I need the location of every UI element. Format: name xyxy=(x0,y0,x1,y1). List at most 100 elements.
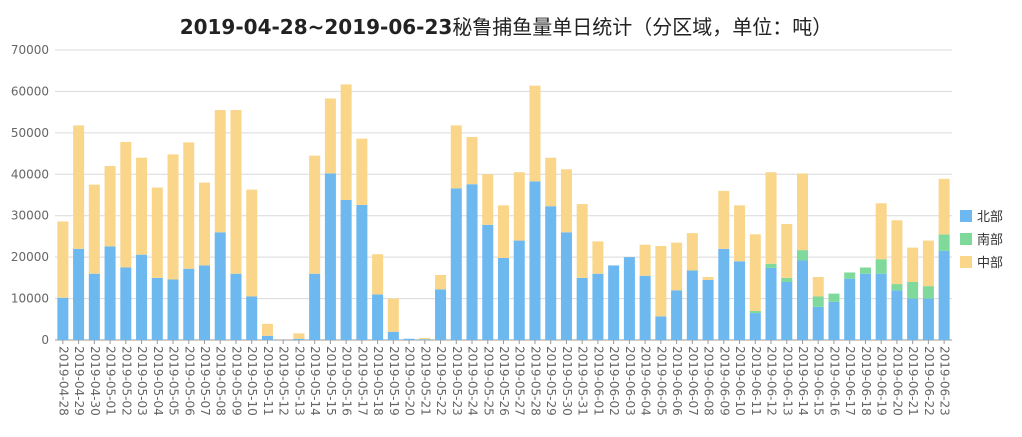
bar-segment xyxy=(340,84,352,200)
x-tick-label: 2019-06-16 xyxy=(827,346,841,416)
x-tick-label: 2019-06-12 xyxy=(765,346,779,416)
x-tick-label: 2019-05-14 xyxy=(308,346,322,416)
y-tick-label: 50000 xyxy=(11,126,49,140)
bar-segment xyxy=(702,279,714,340)
bar-segment xyxy=(844,272,856,279)
bar-segment xyxy=(891,290,903,340)
bar-segment xyxy=(497,205,510,258)
x-tick-label: 2019-06-21 xyxy=(906,346,920,416)
bar-segment xyxy=(623,257,635,340)
x-tick-label: 2019-06-02 xyxy=(607,346,621,416)
x-tick-label: 2019-05-18 xyxy=(371,346,385,416)
x-tick-label: 2019-06-05 xyxy=(654,346,668,416)
bar-segment xyxy=(891,284,903,291)
bar-segment xyxy=(859,267,871,274)
bar-segment xyxy=(120,267,132,340)
x-tick-label: 2019-05-13 xyxy=(292,346,306,416)
bar-segment xyxy=(796,173,809,251)
legend-swatch xyxy=(960,256,972,268)
x-tick-label: 2019-05-22 xyxy=(434,346,448,416)
bar-segment xyxy=(907,298,919,340)
bar-segment xyxy=(686,270,698,340)
bar-segment xyxy=(57,221,69,298)
y-tick-label: 20000 xyxy=(11,250,49,264)
x-tick-label: 2019-06-11 xyxy=(749,346,763,416)
bar-segment xyxy=(781,282,793,340)
y-tick-label: 0 xyxy=(41,333,49,347)
x-tick-label: 2019-05-25 xyxy=(481,346,495,416)
bar-segment xyxy=(214,110,226,233)
bar-segment xyxy=(104,246,116,340)
legend-swatch xyxy=(960,233,972,245)
legend-label: 北部 xyxy=(977,210,1003,225)
x-tick-label: 2019-06-15 xyxy=(812,346,826,416)
bar-segment xyxy=(198,182,211,266)
chart-title-dates: 2019-04-28~2019-06-23 xyxy=(180,15,453,39)
x-tick-label: 2019-06-01 xyxy=(591,346,605,416)
bar-segment xyxy=(246,189,258,297)
bar-segment xyxy=(482,224,494,340)
bar-segment xyxy=(859,273,871,340)
bar-segment xyxy=(73,125,85,249)
bar-segment xyxy=(875,203,887,260)
bar-segment xyxy=(812,296,824,307)
x-tick-label: 2019-05-06 xyxy=(182,346,196,416)
x-tick-label: 2019-04-28 xyxy=(56,346,70,416)
x-tick-label: 2019-05-31 xyxy=(576,346,590,416)
bar-segment xyxy=(765,172,777,264)
bar-segment xyxy=(435,289,447,340)
bar-segment xyxy=(340,199,352,340)
bar-segment xyxy=(655,316,667,340)
bar-segment xyxy=(875,259,887,274)
bar-segment xyxy=(466,137,478,185)
bar-segment xyxy=(545,157,557,207)
bar-segment xyxy=(230,110,242,274)
bar-segment xyxy=(828,293,840,302)
bar-segment xyxy=(812,277,824,297)
bar-segment xyxy=(356,138,368,205)
bar-segment xyxy=(844,278,856,340)
x-tick-label: 2019-06-06 xyxy=(670,346,684,416)
bar-segment xyxy=(57,297,69,340)
x-tick-label: 2019-06-17 xyxy=(843,346,857,416)
x-tick-label: 2019-05-04 xyxy=(151,346,165,416)
bar-segment xyxy=(309,155,321,274)
x-tick-label: 2019-06-23 xyxy=(938,346,952,416)
bar-segment xyxy=(466,184,478,340)
bar-segment xyxy=(796,250,809,261)
bar-segment xyxy=(324,173,336,340)
x-tick-label: 2019-05-19 xyxy=(387,346,401,416)
x-tick-label: 2019-04-29 xyxy=(72,346,86,416)
bar-segment xyxy=(293,333,305,339)
bar-segment xyxy=(529,85,541,182)
x-tick-label: 2019-05-26 xyxy=(497,346,511,416)
bar-segment xyxy=(576,204,588,278)
bar-segment xyxy=(765,263,777,268)
bar-segment xyxy=(450,188,462,340)
x-tick-label: 2019-04-30 xyxy=(88,346,102,416)
bar-segment xyxy=(198,265,211,340)
chart-title-description: 秘鲁捕鱼量单日统计（分区域，单位：吨） xyxy=(452,15,832,39)
bar-segment xyxy=(907,282,919,299)
bar-segment xyxy=(891,220,903,285)
bar-segment xyxy=(214,232,226,340)
bar-segment xyxy=(545,206,557,340)
bar-segment xyxy=(938,234,950,251)
bar-segment xyxy=(230,273,242,340)
x-tick-label: 2019-05-03 xyxy=(135,346,149,416)
x-tick-label: 2019-05-27 xyxy=(513,346,527,416)
y-axis: 0 10000 20000 30000 40000 50000 60000 70000 xyxy=(11,43,49,347)
bar-segment xyxy=(183,268,195,340)
bar-segment xyxy=(875,273,887,340)
bar-segment xyxy=(686,233,698,271)
x-tick-label: 2019-06-07 xyxy=(686,346,700,416)
bar-segment xyxy=(419,339,431,340)
x-tick-label: 2019-05-12 xyxy=(277,346,291,416)
bar-segment xyxy=(73,248,85,340)
bar-segment xyxy=(749,234,761,311)
x-tick-label: 2019-05-05 xyxy=(167,346,181,416)
y-tick-label: 30000 xyxy=(11,209,49,223)
bar-segment xyxy=(749,311,761,314)
x-tick-label: 2019-06-13 xyxy=(780,346,794,416)
